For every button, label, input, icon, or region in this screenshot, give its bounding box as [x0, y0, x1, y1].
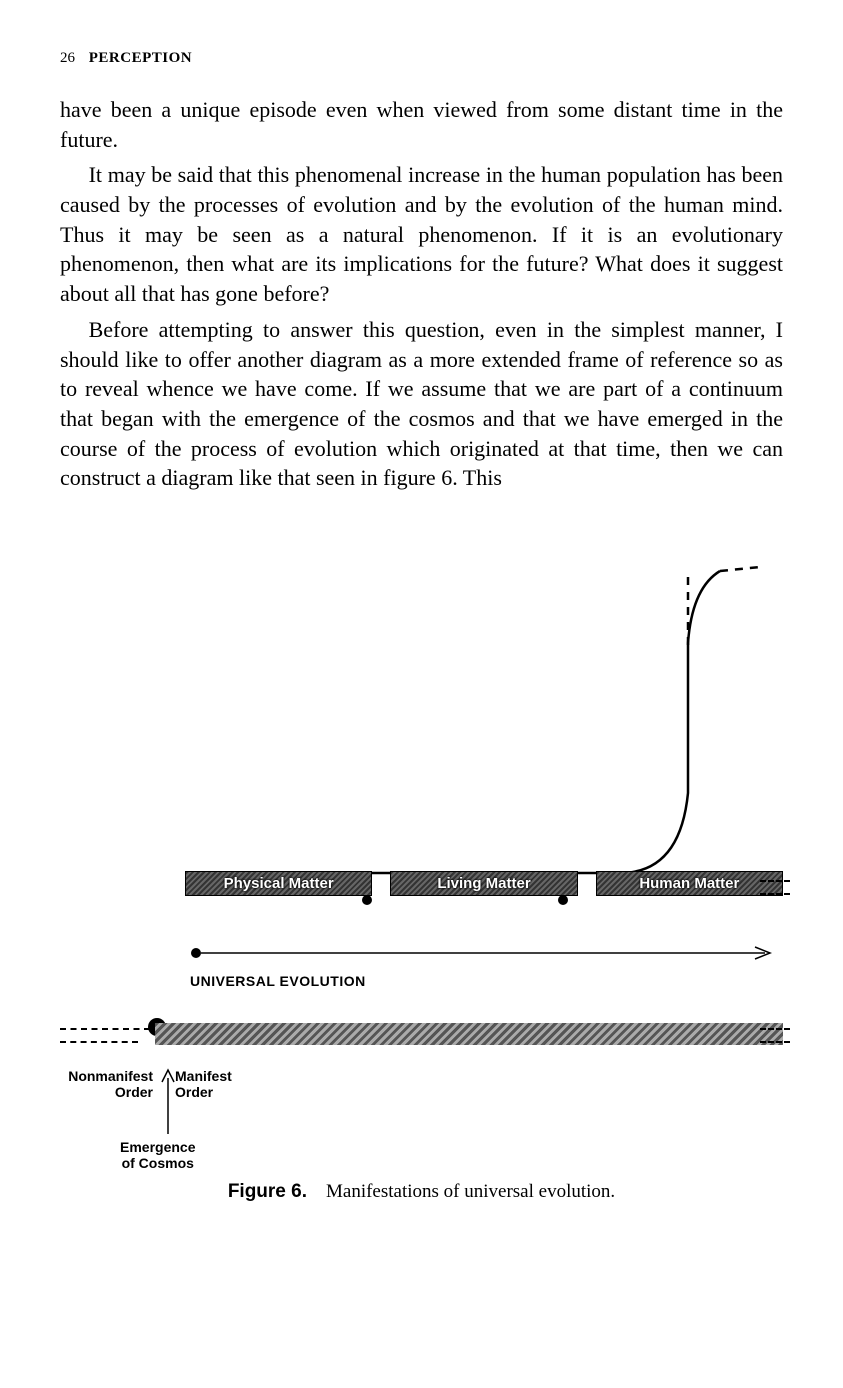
bar-dash-right-2	[760, 1041, 790, 1043]
paragraph-1: have been a unique episode even when vie…	[60, 95, 783, 154]
bar-dash-left-2	[60, 1041, 138, 1043]
transition-dot-1	[362, 895, 372, 905]
running-head: 26 PERCEPTION	[60, 50, 783, 67]
nonmanifest-label: Nonmanifest Order	[60, 1068, 153, 1100]
nonmanifest-line-1: Nonmanifest	[60, 1068, 153, 1084]
page-number: 26	[60, 50, 75, 66]
evolution-axis	[190, 945, 753, 966]
living-matter-label: Living Matter	[437, 875, 530, 892]
manifest-line-1: Manifest	[175, 1068, 232, 1084]
figure-6: Physical Matter Living Matter Human Matt…	[60, 533, 783, 1213]
bar-dash-left-1	[60, 1028, 150, 1030]
emergence-line-2: of Cosmos	[120, 1155, 195, 1171]
physical-matter-label: Physical Matter	[224, 875, 334, 892]
manifest-label: Manifest Order	[175, 1068, 232, 1100]
emergence-line-1: Emergence	[120, 1139, 195, 1155]
paragraph-3: Before attempting to answer this questio…	[60, 315, 783, 493]
matter-row: Physical Matter Living Matter Human Matt…	[185, 871, 783, 896]
dashed-right-2	[760, 893, 790, 895]
emergence-label: Emergence of Cosmos	[120, 1139, 195, 1171]
dashed-right-1	[760, 880, 790, 882]
section-title: PERCEPTION	[89, 50, 192, 66]
paragraph-2: It may be said that this phenomenal incr…	[60, 160, 783, 308]
human-matter-label: Human Matter	[639, 875, 739, 892]
human-matter-box: Human Matter	[596, 871, 783, 896]
bar-dash-right-1	[760, 1028, 790, 1030]
manifest-order-bar	[155, 1023, 783, 1045]
figure-caption: Figure 6. Manifestations of universal ev…	[60, 1181, 783, 1203]
living-matter-box: Living Matter	[390, 871, 577, 896]
evolution-axis-label: UNIVERSAL EVOLUTION	[190, 973, 366, 989]
figure-caption-text: Manifestations of universal evolution.	[326, 1181, 615, 1202]
figure-number: Figure 6.	[228, 1181, 307, 1202]
transition-dot-2	[558, 895, 568, 905]
order-divider-arrow	[160, 1068, 176, 1141]
physical-matter-box: Physical Matter	[185, 871, 372, 896]
growth-curve	[60, 533, 780, 893]
manifest-line-2: Order	[175, 1084, 232, 1100]
nonmanifest-line-2: Order	[60, 1084, 153, 1100]
page-container: 26 PERCEPTION have been a unique episode…	[0, 0, 843, 1263]
